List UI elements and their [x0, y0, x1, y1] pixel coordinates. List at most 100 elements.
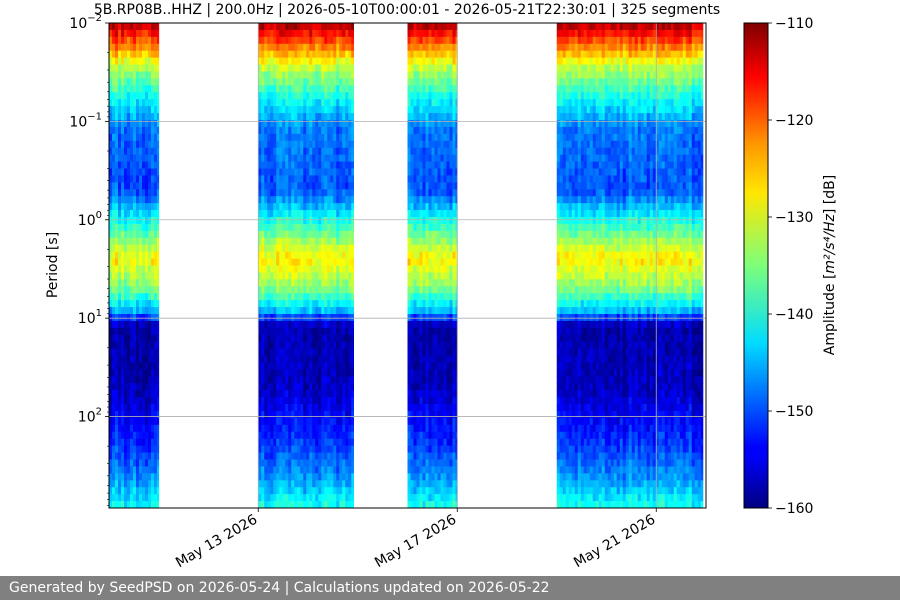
heatmap-cell [139, 210, 143, 218]
heatmap-cell [133, 473, 137, 481]
heatmap-cell [148, 487, 152, 495]
heatmap-cell [449, 189, 453, 197]
heatmap-cell [112, 223, 116, 232]
heatmap-cell [267, 71, 271, 79]
heatmap-cell [130, 473, 134, 481]
heatmap-cell [258, 279, 262, 287]
heatmap-cell [318, 494, 322, 502]
heatmap-cell [425, 50, 429, 59]
heatmap-cell [294, 459, 298, 467]
heatmap-cell [291, 189, 295, 197]
heatmap-cell [559, 189, 564, 197]
heatmap-cell [115, 362, 119, 370]
heatmap-cell [270, 244, 274, 253]
heatmap-cell [264, 411, 268, 419]
heatmap-cell [282, 300, 286, 308]
heatmap-cell [148, 133, 152, 142]
heatmap-cell [306, 452, 310, 460]
heatmap-cell [288, 348, 292, 356]
heatmap-cell [437, 417, 441, 426]
heatmap-cell [285, 334, 289, 343]
heatmap-cell [127, 106, 131, 114]
heatmap-cell [339, 120, 343, 128]
heatmap-cell [130, 431, 134, 440]
heatmap-cell [145, 251, 149, 259]
heatmap-cell [130, 237, 134, 246]
heatmap-cell [297, 314, 301, 322]
heatmap-cell [151, 140, 155, 149]
heatmap-cell [568, 244, 573, 253]
heatmap-cell [443, 445, 447, 453]
heatmap-cell [124, 286, 128, 294]
heatmap-cell [136, 376, 140, 384]
heatmap-cell [321, 196, 325, 204]
heatmap-cell [267, 431, 271, 440]
heatmap-cell [267, 320, 271, 329]
heatmap-cell [321, 175, 325, 183]
heatmap-cell [336, 327, 340, 336]
heatmap-cell [142, 348, 146, 356]
heatmap-cell [568, 348, 573, 356]
heatmap-cell [425, 78, 429, 86]
heatmap-cell [309, 140, 313, 149]
heatmap-cell [336, 376, 340, 384]
heatmap-cell [157, 376, 160, 384]
heatmap-cell [410, 327, 414, 336]
heatmap-cell [452, 369, 456, 377]
heatmap-cell [422, 189, 426, 197]
heatmap-cell [276, 133, 280, 142]
heatmap-cell [315, 473, 319, 481]
heatmap-cell [434, 258, 438, 266]
heatmap-cell [127, 78, 131, 86]
heatmap-cell [315, 23, 319, 31]
heatmap-cell [419, 348, 423, 356]
heatmap-cell [339, 404, 343, 412]
heatmap-cell [109, 258, 113, 266]
heatmap-cell [112, 424, 116, 433]
heatmap-cell [315, 85, 319, 93]
heatmap-cell [151, 85, 155, 93]
heatmap-cell [416, 140, 420, 149]
heatmap-cell [321, 466, 325, 474]
heatmap-cell [437, 438, 441, 447]
heatmap-cell [154, 494, 158, 502]
heatmap-cell [431, 85, 435, 93]
heatmap-cell [559, 348, 564, 356]
heatmap-cell [330, 466, 334, 474]
heatmap-cell [270, 50, 274, 59]
heatmap-cell [285, 230, 289, 239]
heatmap-cell [112, 23, 116, 31]
heatmap-cell [348, 473, 352, 481]
heatmap-cell [324, 230, 328, 239]
heatmap-cell [264, 265, 268, 273]
heatmap-cell [309, 154, 313, 162]
heatmap-cell [321, 189, 325, 197]
heatmap-cell [351, 397, 354, 405]
heatmap-cell [291, 362, 295, 370]
heatmap-cell [300, 487, 304, 495]
heatmap-cell [276, 147, 280, 156]
heatmap-cell [428, 348, 432, 356]
heatmap-cell [139, 314, 143, 322]
heatmap-cell [273, 265, 277, 273]
heatmap-cell [109, 210, 113, 218]
heatmap-cell [282, 29, 286, 38]
heatmap-cell [440, 36, 444, 45]
heatmap-cell [410, 307, 414, 315]
heatmap-cell [139, 320, 143, 329]
heatmap-cell [136, 279, 140, 287]
heatmap-cell [118, 445, 122, 453]
heatmap-cell [413, 175, 417, 183]
heatmap-cell [315, 36, 319, 45]
heatmap-cell [261, 293, 265, 301]
heatmap-cell [324, 251, 328, 259]
heatmap-cell [342, 355, 346, 363]
heatmap-cell [145, 314, 149, 322]
heatmap-cell [142, 64, 146, 72]
heatmap-cell [130, 133, 134, 142]
heatmap-cell [136, 404, 140, 412]
heatmap-cell [333, 237, 337, 246]
heatmap-cell [297, 36, 301, 45]
heatmap-cell [559, 452, 564, 460]
heatmap-cell [312, 23, 316, 31]
